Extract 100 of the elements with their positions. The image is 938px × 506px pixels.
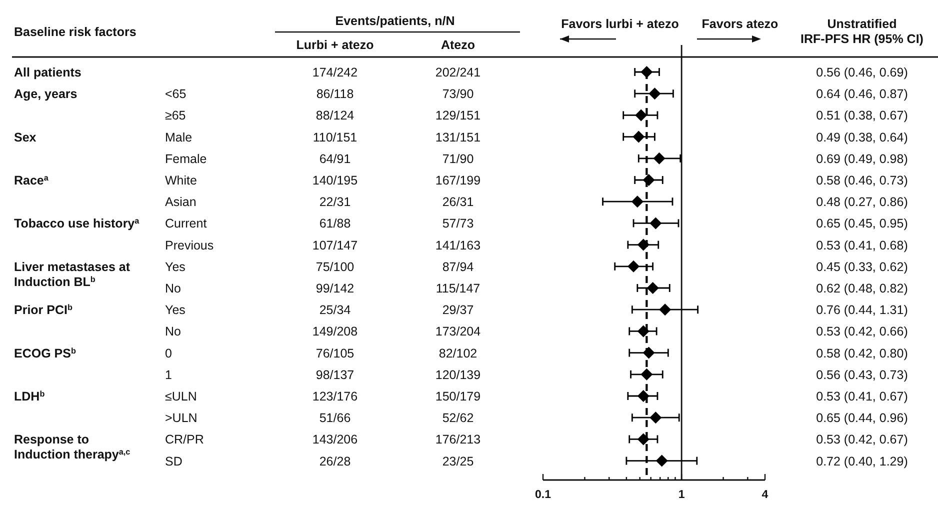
data-label: 0.56 (0.43, 0.73) bbox=[816, 368, 908, 382]
data-label: 0.76 (0.44, 1.31) bbox=[816, 303, 908, 318]
text: 75/100 bbox=[316, 260, 354, 274]
text: 51/66 bbox=[319, 411, 351, 426]
point bbox=[640, 66, 653, 78]
text: Race$^{a}$ bbox=[14, 173, 49, 188]
text: 115/147 bbox=[436, 282, 480, 296]
category-label: 1 bbox=[165, 368, 172, 382]
text: 71/90 bbox=[442, 152, 474, 166]
data-label: 0.53 (0.41, 0.67) bbox=[816, 390, 908, 404]
text: 25/34 bbox=[319, 303, 351, 318]
text: 174/242 bbox=[312, 66, 358, 80]
category-label: ≤ULN bbox=[165, 390, 197, 404]
text: 176/213 bbox=[435, 432, 481, 447]
point bbox=[637, 433, 650, 446]
text: 88/124 bbox=[316, 108, 354, 123]
data-label: 0.49 (0.38, 0.64) bbox=[816, 130, 908, 144]
data-label: 0.53 (0.41, 0.68) bbox=[816, 238, 908, 252]
text: 99/142 bbox=[316, 282, 354, 296]
point bbox=[632, 130, 645, 143]
text: 202/241 bbox=[435, 66, 481, 80]
data-label: 0.48 (0.27, 0.86) bbox=[816, 195, 908, 210]
point bbox=[635, 109, 648, 122]
text: Favors atezo bbox=[702, 17, 779, 31]
point bbox=[648, 88, 661, 100]
data-label: 0.56 (0.46, 0.69) bbox=[816, 66, 908, 80]
data-label: 0.58 (0.46, 0.73) bbox=[816, 174, 908, 188]
text: 141/163 bbox=[435, 238, 481, 252]
point bbox=[646, 282, 659, 294]
text: Favors lurbi + atezo bbox=[561, 17, 680, 31]
text: 167/199 bbox=[435, 174, 481, 188]
text: 82/102 bbox=[438, 346, 478, 360]
category-label: 0 bbox=[165, 346, 172, 360]
data-label: 0.65 (0.44, 0.96) bbox=[816, 411, 908, 426]
text: 123/176 bbox=[312, 390, 358, 404]
point bbox=[650, 412, 662, 424]
data-label: 0.58 (0.42, 0.80) bbox=[816, 346, 908, 360]
text: 140/195 bbox=[312, 174, 358, 188]
data-label: 0.72 (0.40, 1.29) bbox=[816, 454, 908, 468]
text: 76/105 bbox=[316, 346, 354, 360]
text: 149/208 bbox=[312, 324, 358, 339]
x-tick-label: 1 bbox=[678, 489, 686, 502]
category-label: No bbox=[165, 282, 181, 296]
text: Response to Induction therapy$^{a,c}$ bbox=[14, 432, 131, 462]
data-label: 0.65 (0.45, 0.95) bbox=[816, 216, 908, 231]
text: Unstratified IRF-PFS HR (95% CI) bbox=[800, 17, 924, 46]
category-label: Previous bbox=[165, 238, 214, 252]
text: 107/147 bbox=[312, 238, 358, 252]
x-tick-label: 4 bbox=[762, 489, 769, 502]
category-label: Yes bbox=[165, 303, 186, 318]
category-label: Asian bbox=[165, 195, 196, 210]
text: Prior PCI$^{b}$ bbox=[14, 302, 72, 318]
text: Age, years bbox=[14, 87, 78, 102]
text: Events/patients, n/N bbox=[335, 14, 455, 28]
text: ECOG PS$^{b}$ bbox=[14, 346, 76, 360]
text: All patients bbox=[14, 66, 82, 80]
text: 22/31 bbox=[319, 195, 351, 210]
text: 61/88 bbox=[319, 216, 351, 231]
text: Lurbi + atezo bbox=[296, 38, 374, 52]
point bbox=[637, 390, 650, 402]
text: 52/62 bbox=[442, 411, 474, 426]
category-label: Male bbox=[165, 130, 192, 144]
text: 120/139 bbox=[435, 368, 481, 382]
text: 87/94 bbox=[442, 260, 474, 274]
point bbox=[653, 152, 666, 164]
text: Liver metastases at Induction BL$^{b}$ bbox=[14, 260, 131, 289]
text: 64/91 bbox=[319, 152, 351, 166]
text: 26/28 bbox=[319, 454, 351, 468]
text: Atezo bbox=[440, 38, 476, 52]
data-label: 0.45 (0.33, 0.62) bbox=[816, 260, 908, 274]
category-label: <65 bbox=[165, 87, 186, 102]
point bbox=[637, 238, 650, 251]
x-tick-label: 0.1 bbox=[535, 489, 552, 502]
data-label: 0.53 (0.42, 0.66) bbox=[816, 324, 908, 339]
text: 23/25 bbox=[442, 454, 474, 468]
text: 150/179 bbox=[435, 390, 481, 404]
category-label: Yes bbox=[165, 260, 186, 274]
category-label: White bbox=[165, 174, 197, 188]
text: 57/73 bbox=[442, 216, 474, 231]
point bbox=[656, 454, 668, 467]
data-label: 0.53 (0.42, 0.67) bbox=[816, 432, 908, 447]
text: 86/118 bbox=[316, 87, 354, 102]
point bbox=[637, 325, 650, 338]
point bbox=[631, 196, 644, 208]
text: 26/31 bbox=[442, 195, 474, 210]
text: 131/151 bbox=[435, 130, 481, 144]
point bbox=[640, 368, 653, 380]
point bbox=[650, 217, 662, 230]
point bbox=[642, 174, 655, 186]
category-label: ≥65 bbox=[165, 108, 186, 123]
point bbox=[628, 260, 640, 272]
text: 143/206 bbox=[312, 432, 358, 447]
data-label: 0.69 (0.49, 0.98) bbox=[816, 152, 908, 166]
category-label: SD bbox=[165, 454, 182, 468]
data-label: 0.51 (0.38, 0.67) bbox=[816, 108, 908, 123]
text: 110/151 bbox=[312, 130, 358, 144]
text: 29/37 bbox=[442, 303, 474, 318]
text: 73/90 bbox=[442, 87, 474, 102]
category-label: CR/PR bbox=[165, 432, 204, 447]
category-label: >ULN bbox=[165, 411, 198, 426]
